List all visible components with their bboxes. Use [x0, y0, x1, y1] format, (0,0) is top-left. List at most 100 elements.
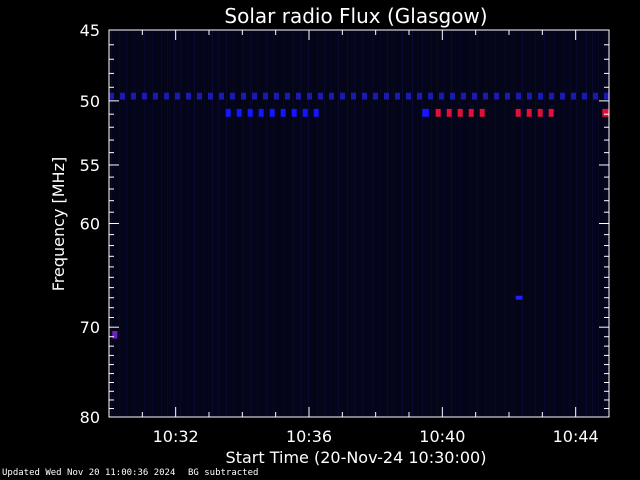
signal-segment — [296, 92, 301, 100]
signal-segment — [258, 108, 264, 117]
noise-streak — [387, 31, 388, 416]
signal-segment — [548, 108, 554, 117]
noise-streak — [233, 31, 234, 416]
signal-segment — [153, 92, 158, 100]
signal-segment — [571, 92, 576, 100]
x-tick-label: 10:36 — [286, 427, 332, 446]
x-tick-label: 10:40 — [419, 427, 465, 446]
noise-streak — [226, 31, 227, 416]
signal-segment — [461, 92, 466, 100]
signal-segment — [362, 92, 367, 100]
signal-segment — [537, 108, 543, 117]
signal-segment — [263, 92, 268, 100]
signal-segment — [494, 92, 499, 100]
noise-streak — [372, 31, 373, 416]
y-tick-label: 70 — [80, 318, 100, 337]
signal-segment — [340, 92, 345, 100]
signal-segment — [208, 92, 213, 100]
noise-streak — [522, 31, 523, 416]
noise-streak — [598, 31, 599, 416]
signal-segment — [516, 92, 521, 100]
signal-segment — [582, 92, 587, 100]
signal-segment — [457, 108, 463, 117]
noise-streak — [362, 31, 363, 416]
noise-streak — [194, 31, 195, 416]
noise-streak — [347, 31, 348, 416]
noise-streak — [126, 31, 127, 416]
signal-segment — [186, 92, 191, 100]
signal-segment — [515, 295, 523, 300]
noise-streak — [513, 31, 514, 416]
signal-segment — [285, 92, 290, 100]
signal-segment — [373, 92, 378, 100]
noise-streak — [570, 31, 571, 416]
signal-segment — [417, 92, 422, 100]
noise-streak — [300, 31, 301, 416]
signal-segment — [219, 92, 224, 100]
signal-segment — [505, 92, 510, 100]
signal-segment — [225, 108, 231, 117]
noise-streak — [470, 31, 471, 416]
noise-streak — [451, 31, 452, 416]
signal-segment — [291, 108, 297, 117]
noise-streak — [437, 31, 438, 416]
signal-segment — [446, 108, 452, 117]
noise-streak — [218, 31, 219, 416]
y-axis-label: Frequency [MHz] — [49, 157, 68, 291]
signal-segment — [120, 92, 125, 100]
noise-streak — [586, 31, 587, 416]
signal-segment — [280, 108, 286, 117]
noise-streak — [317, 31, 318, 416]
noise-streak — [564, 31, 565, 416]
noise-streak — [257, 31, 258, 416]
signal-segment — [472, 92, 477, 100]
signal-segment — [526, 108, 532, 117]
noise-streak — [338, 31, 339, 416]
y-tick-label: 45 — [80, 21, 100, 40]
signal-segment — [252, 92, 257, 100]
noise-streak — [273, 31, 274, 416]
noise-streak — [431, 31, 432, 416]
noise-streak — [592, 31, 593, 416]
signal-segment — [593, 92, 598, 100]
noise-streak — [119, 31, 120, 416]
plot-background — [109, 30, 609, 417]
signal-segment — [439, 92, 444, 100]
signal-segment — [483, 92, 488, 100]
noise-streak — [535, 31, 536, 416]
noise-streak — [283, 31, 284, 416]
noise-streak — [380, 31, 381, 416]
x-tick-label: 10:32 — [153, 427, 199, 446]
noise-streak — [161, 31, 162, 416]
y-tick-label: 50 — [80, 92, 100, 111]
noise-streak — [477, 31, 478, 416]
noise-streak — [402, 31, 403, 416]
noise-streak — [134, 31, 135, 416]
chart-title: Solar radio Flux (Glasgow) — [224, 4, 487, 28]
noise-streak — [576, 31, 577, 416]
noise-streak — [529, 31, 530, 416]
signal-segment — [197, 92, 202, 100]
noise-streak — [180, 31, 181, 416]
signal-segment — [538, 92, 543, 100]
signal-segment — [602, 108, 609, 117]
signal-segment — [395, 92, 400, 100]
signal-segment — [435, 108, 441, 117]
signal-segment — [384, 92, 389, 100]
signal-segment — [131, 92, 136, 100]
noise-streak — [152, 31, 153, 416]
signal-segment — [175, 92, 180, 100]
signal-segment — [604, 92, 609, 100]
signal-segment — [515, 108, 521, 117]
noise-streak — [354, 31, 355, 416]
tick-layer: 10:32 10:36 10:40 10:44 45 50 55 60 70 80 — [80, 21, 609, 446]
signal-segment — [549, 92, 554, 100]
signal-segment — [269, 108, 275, 117]
signal-segment — [247, 108, 253, 117]
noise-streak — [544, 31, 545, 416]
signal-segment — [406, 92, 411, 100]
feature-layer — [109, 92, 609, 339]
noise-streak — [505, 31, 506, 416]
noise-streak — [243, 31, 244, 416]
